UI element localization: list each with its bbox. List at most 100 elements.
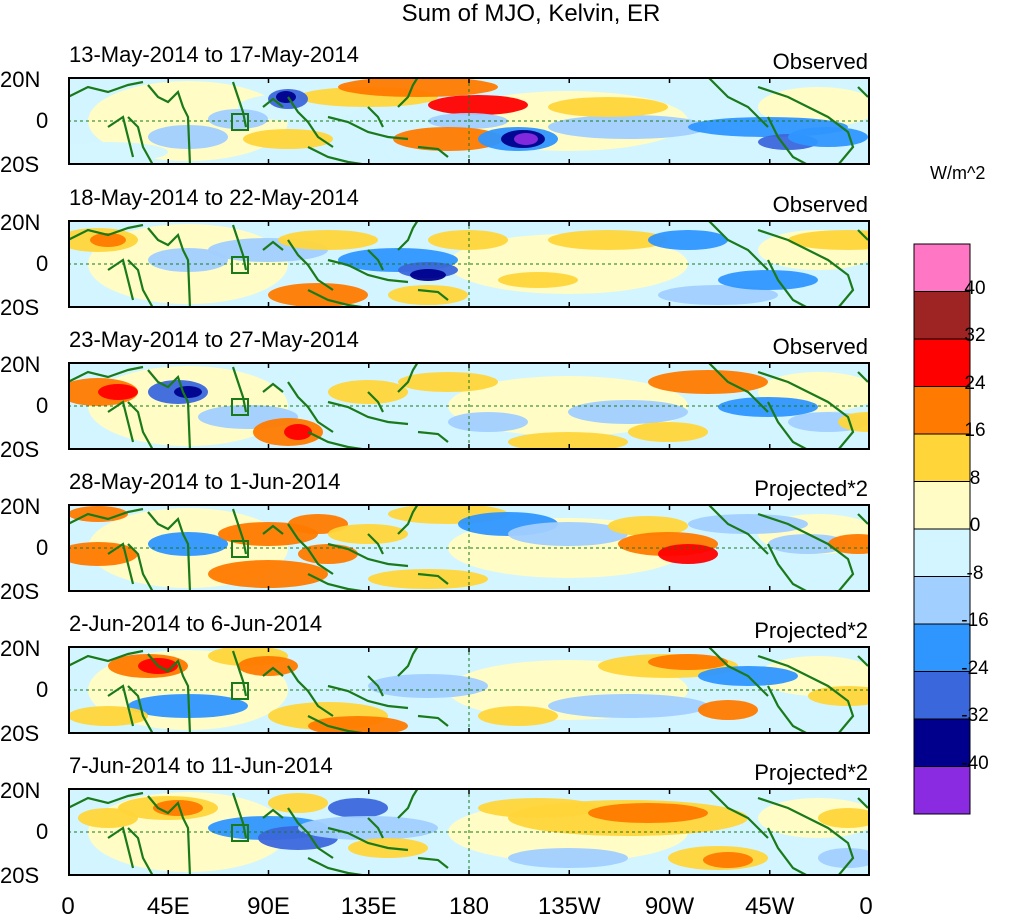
anomaly-contour — [698, 700, 758, 720]
coastline — [147, 511, 192, 592]
anomaly-contour — [368, 674, 488, 698]
coastline — [707, 77, 769, 128]
panel-date-range: 28-May-2014 to 1-Jun-2014 — [69, 469, 341, 494]
coastline — [327, 115, 409, 141]
coastline — [397, 362, 419, 393]
coastline — [68, 365, 144, 383]
colorbar-label: -8 — [966, 562, 984, 584]
panel-status: Projected*2 — [754, 760, 868, 785]
anomaly-contour — [338, 77, 498, 97]
coastline — [417, 430, 449, 443]
longitude-label: 45W — [745, 893, 795, 920]
panel-date-range: 2-Jun-2014 to 6-Jun-2014 — [69, 611, 323, 636]
panel-date-range: 23-May-2014 to 27-May-2014 — [69, 327, 359, 352]
anomaly-contour — [508, 522, 628, 546]
anomaly-contour — [388, 285, 468, 305]
longitude-label: 0 — [61, 893, 75, 920]
coastline — [262, 524, 284, 535]
coastline — [367, 391, 384, 413]
coastline — [68, 223, 144, 241]
anomaly-contour — [328, 798, 388, 818]
coastline — [147, 369, 192, 450]
coastline — [127, 827, 154, 876]
coastline — [417, 145, 449, 158]
latitude-label: 20N — [0, 210, 41, 235]
anomaly-contour — [268, 793, 328, 813]
coastline — [127, 259, 154, 308]
anomaly-contour — [548, 97, 668, 117]
coastline — [327, 542, 409, 568]
coastline — [262, 808, 284, 819]
anomaly-contour — [788, 230, 870, 250]
anomaly-contour — [78, 808, 138, 828]
colorbar-label: 16 — [964, 420, 986, 441]
coastline — [287, 239, 334, 291]
anomaly-contour — [90, 233, 126, 247]
anomaly-map-panel — [68, 362, 870, 450]
latitude-label: 0 — [36, 677, 49, 702]
anomaly-contour — [284, 424, 312, 440]
coastline — [107, 400, 135, 443]
colorbar-label: 0 — [969, 515, 981, 536]
anomaly-contour — [788, 127, 868, 147]
coastline — [417, 572, 449, 585]
colorbar-segment — [913, 433, 971, 482]
coastline — [707, 788, 769, 839]
anomaly-contour — [838, 412, 870, 432]
coastline — [707, 646, 769, 697]
anomaly-contour — [768, 534, 848, 554]
latitude-label: 0 — [36, 819, 49, 844]
longitude-label: 0 — [859, 893, 873, 920]
coastline — [231, 508, 248, 555]
colorbar-label: -32 — [961, 705, 989, 726]
latitude-label: 0 — [36, 393, 49, 418]
panel-date-range: 18-May-2014 to 22-May-2014 — [69, 185, 359, 210]
longitude-label: 135W — [537, 893, 601, 920]
colorbar — [913, 243, 971, 815]
anomaly-contour — [368, 569, 488, 589]
coastline — [757, 512, 855, 592]
anomaly-contour — [703, 852, 753, 868]
latitude-label: 20N — [0, 352, 41, 377]
anomaly-contour — [208, 560, 328, 588]
coastline — [757, 85, 855, 165]
anomaly-contour — [288, 514, 348, 534]
latitude-label: 20S — [0, 437, 40, 462]
colorbar-label: -24 — [961, 657, 989, 679]
colorbar-segment — [913, 718, 971, 767]
coastline — [147, 227, 192, 308]
anomaly-contour — [548, 230, 668, 250]
anomaly-contour — [68, 542, 138, 566]
anomaly-contour — [508, 848, 628, 868]
anomaly-contour — [628, 422, 708, 442]
coastline — [287, 807, 334, 859]
coastline — [857, 797, 869, 809]
panel-date-range: 13-May-2014 to 17-May-2014 — [69, 42, 359, 67]
coastline — [857, 229, 869, 241]
longitude-label: 45E — [146, 893, 190, 920]
coastline — [231, 224, 248, 271]
colorbar-unit: W/m^2 — [930, 163, 986, 183]
anomaly-contour — [648, 230, 728, 250]
anomaly-contour — [648, 370, 768, 394]
coastline — [107, 542, 135, 585]
latitude-label: 0 — [36, 108, 49, 133]
coastline — [287, 665, 334, 717]
anomaly-contour — [818, 808, 870, 828]
coastline — [757, 370, 855, 450]
coastline — [417, 856, 449, 869]
anomaly-contour — [508, 432, 628, 450]
anomaly-contour — [658, 544, 718, 564]
colorbar-segment — [913, 766, 971, 815]
colorbar-segment — [913, 291, 971, 340]
coastline — [231, 650, 248, 697]
longitude-label: 90W — [644, 893, 695, 920]
coastline — [857, 371, 869, 383]
coastline — [367, 106, 384, 128]
colorbar-label: 32 — [964, 325, 986, 346]
latitude-label: 0 — [36, 535, 49, 560]
coastline — [767, 401, 809, 450]
anomaly-contour — [428, 95, 528, 115]
anomaly-contour — [478, 706, 558, 726]
coastline — [367, 533, 384, 555]
